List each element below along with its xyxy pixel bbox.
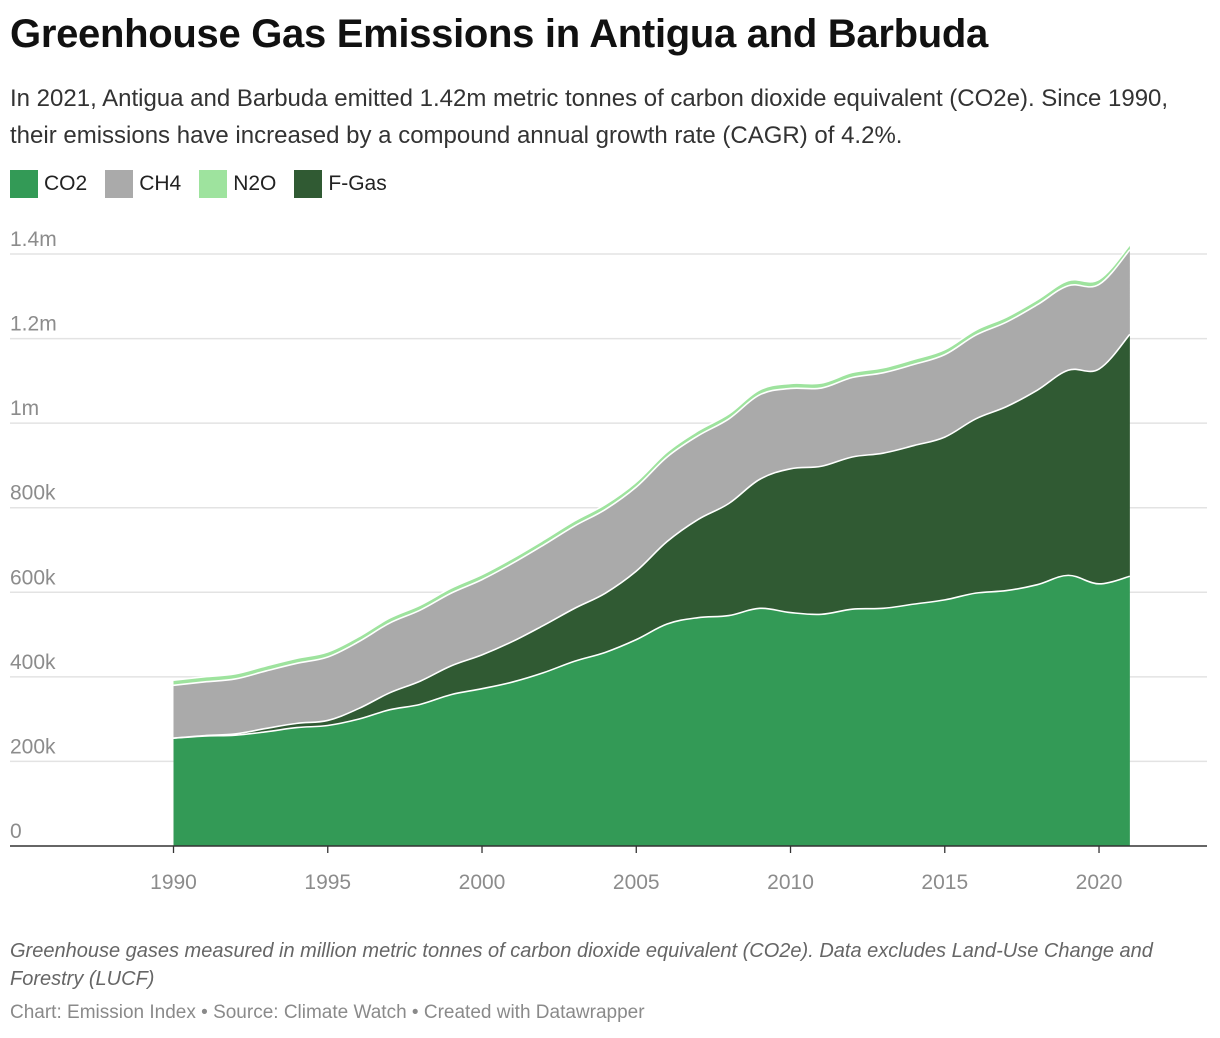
x-tick-label-2015: 2015	[921, 871, 968, 890]
stacked-area-chart: 0 200k 400k 600k 800k 1m 1.2m 1.4m 1990 1995 2000 2…	[10, 228, 1207, 890]
legend-item-co2: CO2	[10, 170, 87, 198]
chart-notes: Greenhouse gases measured in million met…	[10, 940, 1153, 990]
y-tick-label-800k: 800k	[10, 482, 56, 505]
x-tick-label-2010: 2010	[767, 871, 814, 890]
y-tick-label-200k: 200k	[10, 735, 56, 758]
boundary-line-n2o	[173, 244, 1131, 682]
legend-label-ch4: CH4	[139, 172, 182, 195]
x-tick-label-2000: 2000	[459, 871, 506, 890]
chart-footer: Chart: Emission Index • Source: Climate …	[10, 1002, 645, 1023]
x-tick-label-2020: 2020	[1076, 871, 1123, 890]
boundary-line-co2	[173, 574, 1131, 739]
y-tick-label-0: 0	[10, 820, 22, 843]
legend-swatch-fgas	[294, 170, 323, 198]
legend-label-fgas: F-Gas	[328, 172, 387, 195]
boundary-line-ch4	[173, 249, 1131, 687]
area-ch4	[173, 249, 1130, 739]
y-tick-label-600k: 600k	[10, 566, 56, 589]
legend-swatch-n2o	[199, 170, 228, 198]
x-tick-label-2005: 2005	[613, 871, 660, 890]
boundary-line-fgas	[173, 333, 1131, 739]
legend-label-n2o: N2O	[233, 172, 277, 195]
y-tick-label-1.4m: 1.4m	[10, 228, 57, 251]
legend-item-fgas: F-Gas	[294, 170, 387, 198]
legend-label-co2: CO2	[44, 172, 88, 195]
legend-item-ch4: CH4	[105, 170, 181, 198]
y-tick-label-1m: 1m	[10, 397, 39, 420]
area-co2	[173, 575, 1130, 846]
legend-item-n2o: N2O	[199, 170, 276, 198]
x-tick-label-1995: 1995	[304, 871, 351, 890]
legend-swatch-co2	[10, 170, 38, 198]
chart-subtitle: In 2021, Antigua and Barbuda emitted 1.4…	[10, 85, 1169, 149]
area-fgas	[173, 334, 1130, 739]
y-tick-label-400k: 400k	[10, 651, 56, 674]
y-tick-label-1.2m: 1.2m	[10, 313, 57, 336]
x-tick-label-1990: 1990	[150, 871, 197, 890]
legend: CO2 CH4 N2O F-Gas	[10, 170, 405, 198]
chart-title: Greenhouse Gas Emissions in Antigua and …	[10, 12, 988, 56]
legend-swatch-ch4	[105, 170, 134, 198]
